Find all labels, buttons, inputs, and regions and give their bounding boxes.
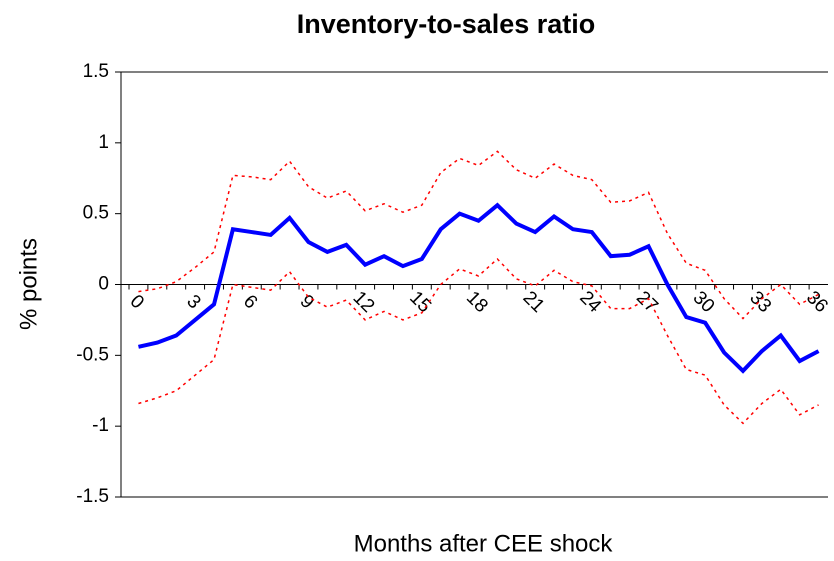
- series-line: [138, 257, 819, 425]
- x-tick-label: 15: [405, 287, 435, 317]
- x-tick-label: 18: [462, 287, 492, 317]
- x-tick-label: 0: [126, 291, 148, 313]
- chart-title: Inventory-to-sales ratio: [297, 9, 596, 39]
- series-line: [138, 150, 819, 320]
- x-tick-label: 21: [519, 287, 549, 317]
- x-tick-label: 12: [349, 287, 379, 317]
- y-tick-label: 1: [98, 132, 109, 153]
- y-tick-label: -1.5: [76, 486, 109, 507]
- y-tick-label: 0: [98, 274, 109, 295]
- y-tick-label: -1: [92, 415, 109, 436]
- y-tick-label: -0.5: [76, 344, 109, 365]
- x-tick-label: 6: [239, 291, 261, 313]
- y-tick-label: 1.5: [83, 61, 109, 82]
- x-tick-label: 24: [575, 287, 605, 317]
- x-tick-label: 3: [182, 291, 204, 313]
- y-tick-label: 0.5: [83, 203, 109, 224]
- x-axis-label: Months after CEE shock: [354, 530, 614, 557]
- x-tick-label: 30: [689, 287, 719, 317]
- x-tick-label: 36: [802, 287, 832, 317]
- series-line: [138, 202, 820, 374]
- y-axis-label: % points: [15, 238, 42, 330]
- x-tick-label: 27: [632, 287, 662, 317]
- x-tick-label: 33: [745, 287, 775, 317]
